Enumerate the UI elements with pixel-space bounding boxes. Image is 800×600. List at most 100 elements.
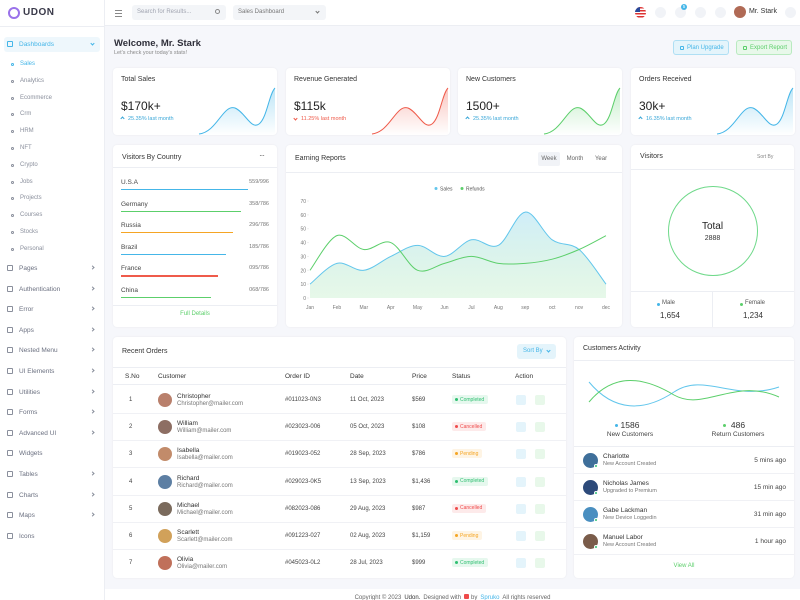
edit-button[interactable] bbox=[516, 449, 526, 460]
header-icon[interactable] bbox=[675, 7, 686, 18]
period-tab[interactable]: Month bbox=[562, 152, 588, 166]
header-icon[interactable] bbox=[655, 7, 666, 18]
menu-label: UI Elements bbox=[19, 368, 55, 375]
y-tick-label: 0 bbox=[303, 296, 306, 302]
delete-button[interactable] bbox=[535, 449, 545, 460]
submenu-item[interactable]: Sales bbox=[8, 59, 98, 70]
stat-change: 25.35% last month bbox=[473, 116, 519, 122]
y-tick-label: 70 bbox=[300, 199, 306, 205]
submenu-item[interactable]: Jobs bbox=[8, 177, 98, 188]
order-price: $999 bbox=[412, 560, 426, 567]
view-all-link[interactable]: View All bbox=[673, 563, 695, 569]
sort-button[interactable]: Sort By bbox=[755, 153, 787, 163]
footer-rights: All rights reserved bbox=[502, 595, 551, 600]
period-tab[interactable]: Year bbox=[592, 152, 610, 166]
delete-button[interactable] bbox=[535, 558, 545, 569]
order-id: #029023-0K5 bbox=[285, 478, 322, 485]
edit-button[interactable] bbox=[516, 395, 526, 405]
submenu-item[interactable]: NFT bbox=[8, 143, 98, 154]
header-icon[interactable] bbox=[695, 7, 706, 18]
action-button[interactable]: Export Report bbox=[736, 40, 792, 55]
menu-item[interactable]: Authentication bbox=[4, 282, 100, 296]
status-label: Completed bbox=[460, 396, 485, 403]
menu-item[interactable]: Apps bbox=[4, 323, 100, 337]
search-box[interactable]: Search for Results... bbox=[132, 5, 226, 20]
settings-icon[interactable] bbox=[785, 7, 796, 18]
submenu-item[interactable]: Crm bbox=[8, 109, 98, 120]
flag-icon[interactable] bbox=[635, 7, 646, 18]
full-details-link[interactable]: Full Details bbox=[180, 311, 210, 317]
customer-avatar bbox=[158, 556, 172, 571]
online-dot bbox=[594, 464, 598, 468]
divider bbox=[113, 367, 566, 368]
order-date: 28 Jul, 2023 bbox=[350, 560, 383, 567]
submenu-label: Ecommerce bbox=[20, 94, 53, 101]
stat-title: Revenue Generated bbox=[294, 76, 358, 83]
delete-button[interactable] bbox=[535, 531, 545, 541]
menu-item[interactable]: Pages bbox=[4, 261, 100, 275]
menu-item[interactable]: Dashboards bbox=[4, 37, 100, 52]
legend-marker bbox=[434, 187, 438, 190]
row-divider bbox=[574, 473, 794, 474]
row-divider bbox=[574, 527, 794, 528]
header-icon[interactable] bbox=[715, 7, 726, 18]
menu-item[interactable]: Charts bbox=[4, 488, 100, 502]
submenu-item[interactable]: Courses bbox=[8, 210, 98, 221]
logo-text: UDON bbox=[23, 7, 55, 18]
submenu-item[interactable]: Crypto bbox=[8, 160, 98, 171]
customer-email: Olivia@mailer.com bbox=[177, 564, 228, 571]
menu-item[interactable]: Widgets bbox=[4, 446, 100, 460]
delete-button[interactable] bbox=[535, 395, 545, 405]
period-tab[interactable]: Week bbox=[538, 152, 560, 166]
submenu-item[interactable]: Ecommerce bbox=[8, 93, 98, 104]
bullet bbox=[11, 147, 14, 150]
edit-button[interactable] bbox=[516, 422, 526, 433]
submenu-item[interactable]: Personal bbox=[8, 244, 98, 255]
footer-author[interactable]: Spruko bbox=[480, 595, 500, 600]
y-tick-label: 10 bbox=[300, 282, 306, 288]
menu-label: Tables bbox=[19, 471, 38, 478]
submenu-item[interactable]: Projects bbox=[8, 193, 98, 204]
edit-button[interactable] bbox=[516, 503, 526, 514]
menu-item[interactable]: Advanced UI bbox=[4, 426, 100, 440]
submenu-item[interactable]: Stocks bbox=[8, 227, 98, 238]
menu-item[interactable]: Error bbox=[4, 302, 100, 316]
dashboard-select[interactable]: Sales Dashboard bbox=[233, 5, 326, 20]
edit-button[interactable] bbox=[516, 531, 526, 541]
menu-item[interactable]: UI Elements bbox=[4, 364, 100, 378]
order-date: 11 Oct, 2023 bbox=[350, 397, 384, 403]
action-button[interactable]: Plan Upgrade bbox=[673, 40, 729, 55]
chevron bbox=[90, 41, 95, 46]
activity-action: New Account Created bbox=[603, 542, 657, 548]
submenu-item[interactable]: Analytics bbox=[8, 76, 98, 87]
order-price: $569 bbox=[412, 397, 426, 403]
country-count: 559/996 bbox=[249, 179, 269, 185]
stat-card: Orders Received 30k+ 16.35% last month bbox=[631, 68, 795, 135]
sparkline-area bbox=[717, 88, 793, 135]
menu-icon bbox=[7, 41, 13, 47]
sort-button[interactable]: Sort By bbox=[517, 344, 556, 359]
menu-item[interactable]: Maps bbox=[4, 508, 100, 522]
menu-item[interactable]: Utilities bbox=[4, 385, 100, 399]
activity-action: Upgraded to Premium bbox=[603, 488, 657, 494]
customer-email: Richard@mailer.com bbox=[177, 482, 233, 489]
submenu-item[interactable]: HRM bbox=[8, 126, 98, 137]
delete-button[interactable] bbox=[535, 422, 545, 433]
stat-value: 1586 bbox=[620, 420, 640, 430]
delete-button[interactable] bbox=[535, 503, 545, 514]
menu-item[interactable]: Forms bbox=[4, 405, 100, 419]
menu-item[interactable]: Tables bbox=[4, 467, 100, 481]
sparkline-area bbox=[199, 88, 275, 135]
button-icon bbox=[680, 46, 684, 50]
order-date: 05 Oct, 2023 bbox=[350, 424, 385, 431]
edit-button[interactable] bbox=[516, 558, 526, 569]
delete-button[interactable] bbox=[535, 476, 545, 487]
country-count: 185/786 bbox=[249, 243, 269, 250]
user-avatar[interactable] bbox=[734, 6, 746, 18]
edit-button[interactable] bbox=[516, 476, 526, 487]
total-value: 2888 bbox=[704, 235, 721, 242]
menu-item[interactable]: Nested Menu bbox=[4, 343, 100, 357]
menu-item[interactable]: Icons bbox=[4, 529, 100, 543]
stat-value: $170k+ bbox=[121, 99, 161, 113]
